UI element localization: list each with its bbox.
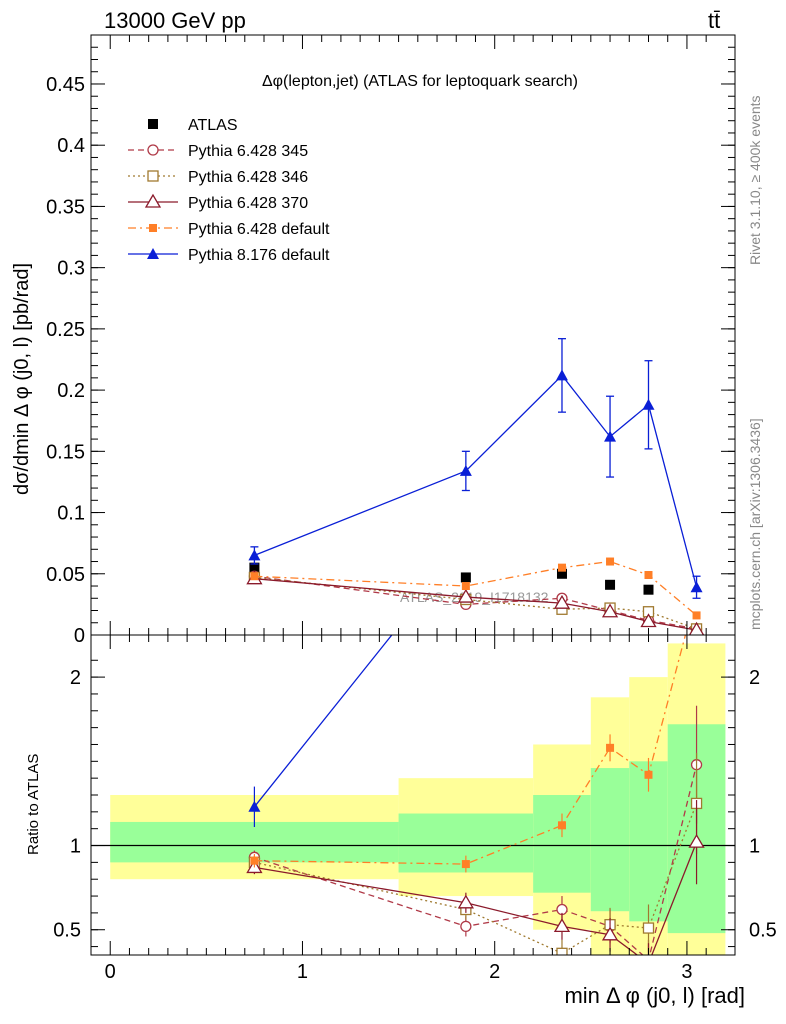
point-p370 — [601, 603, 619, 618]
ratio-point-p6def — [644, 770, 653, 779]
ratio-line-p345 — [254, 764, 698, 955]
point-atlas — [556, 568, 567, 579]
ratio-point-p6def — [250, 856, 259, 865]
legend-label-atlas: ATLAS — [188, 117, 238, 134]
legend-marker-p345 — [147, 144, 159, 156]
ratio-point-p6def — [606, 743, 615, 752]
series-line-p6def — [254, 560, 697, 616]
mcplots-label: mcplots.cern.ch [arXiv:1306.3436] — [747, 418, 763, 630]
point-p6def — [250, 572, 259, 581]
ratio-point-p345 — [460, 920, 472, 933]
ratio-point-p370 — [641, 956, 655, 968]
point-atlas — [643, 584, 654, 595]
ratio-point-p370 — [601, 926, 619, 941]
ratio-point-p346 — [642, 922, 655, 934]
ratio-y-tick-label-right: 0.5 — [749, 920, 777, 942]
y-tick-label: 0.2 — [57, 380, 85, 402]
ratio-point-p346 — [556, 947, 568, 955]
legend-label-p346: Pythia 6.428 346 — [188, 169, 308, 186]
x-tick-label: 0 — [105, 961, 116, 983]
y-tick-label: 0.05 — [46, 564, 85, 586]
ratio-line-p370 — [254, 841, 698, 955]
series-line-p345 — [254, 575, 697, 630]
ratio-point-p370 — [688, 833, 705, 848]
point-p370 — [640, 613, 657, 628]
ratio-point-p8def — [556, 301, 568, 312]
ratio-point-p6def — [557, 821, 566, 830]
point-p6def — [692, 611, 701, 620]
y-tick-label: 0.4 — [57, 135, 85, 157]
ratio-y-tick-label-right: 2 — [749, 667, 760, 689]
point-p8def — [690, 581, 703, 593]
point-atlas — [249, 562, 260, 573]
point-atlas — [460, 572, 471, 583]
x-tick-label: 1 — [297, 961, 308, 983]
point-p8def — [248, 549, 261, 561]
ratio-point-p345 — [645, 954, 652, 955]
legend-marker-p370 — [144, 193, 162, 208]
ratio-point-p370 — [553, 918, 571, 933]
uncertainty-band-inner — [533, 795, 591, 893]
ratio-point-p8def — [642, 166, 654, 177]
x-tick-label: 2 — [489, 961, 500, 983]
series-line-p370 — [254, 578, 697, 631]
point-p370 — [553, 594, 571, 609]
point-atlas — [605, 579, 616, 590]
uncertainty-band-inner — [590, 768, 630, 912]
x-tick-label: 3 — [681, 961, 692, 983]
point-p370 — [688, 621, 705, 635]
legend-marker-atlas — [148, 119, 158, 129]
legend-label-p8def: Pythia 8.176 default — [188, 247, 330, 264]
ratio-y-tick-label: 2 — [70, 667, 81, 689]
point-p8def — [604, 430, 617, 442]
legend: ATLAS Pythia 6.428 345 Pythia 6.428 346 Pyt… — [128, 117, 330, 264]
legend-marker-p8def — [147, 248, 159, 259]
ratio-point-p8def — [604, 351, 616, 362]
x-axis-title: min Δ φ (j0, l) [rad] — [564, 983, 745, 1008]
point-p6def — [557, 563, 566, 572]
y-tick-label: 0.25 — [46, 319, 85, 341]
legend-label-p345: Pythia 6.428 345 — [188, 143, 308, 160]
point-p6def — [606, 557, 615, 566]
ratio-line-p6def — [254, 635, 687, 865]
y-tick-label: 0.45 — [46, 74, 85, 96]
point-p8def — [642, 398, 655, 410]
ratio-point-p370 — [457, 894, 474, 909]
y-tick-label: 0.35 — [46, 196, 85, 218]
y-tick-label: 0.3 — [57, 258, 85, 280]
ratio-y-tick-label: 0.5 — [53, 920, 81, 942]
point-p6def — [461, 582, 470, 591]
y-axis-title: dσ/dmin Δ φ (j0, l) [pb/rad] — [11, 263, 33, 495]
ratio-y-tick-label: 1 — [70, 836, 81, 858]
rivet-label: Rivet 3.1.10, ≥ 400k events — [747, 95, 763, 265]
point-p6def — [644, 571, 653, 579]
y-tick-label: 0.1 — [57, 503, 85, 525]
point-p8def — [555, 369, 568, 381]
chart-title: Δφ(lepton,jet) (ATLAS for leptoquark sea… — [262, 73, 578, 90]
ratio-point-p8def — [248, 800, 261, 812]
header-left: 13000 GeV pp — [104, 8, 246, 33]
ratio-point-p8def — [460, 536, 472, 547]
point-p370 — [457, 588, 474, 603]
y-tick-label: 0 — [74, 625, 85, 647]
header-right: tt̄ — [708, 8, 720, 33]
y-tick-label: 0.15 — [46, 441, 85, 463]
series-line-p8def — [254, 374, 698, 588]
ratio-point-p6def — [461, 860, 470, 869]
legend-marker-p6def — [149, 224, 157, 232]
ratio-line-p346 — [254, 803, 698, 955]
ratio-y-tick-label-right: 1 — [749, 836, 760, 858]
point-p8def — [459, 464, 472, 476]
ratio-axis-title: Ratio to ATLAS — [25, 754, 42, 855]
legend-label-p6def: Pythia 6.428 default — [188, 221, 330, 238]
legend-marker-p346 — [147, 170, 159, 182]
legend-label-p370: Pythia 6.428 370 — [188, 195, 308, 212]
